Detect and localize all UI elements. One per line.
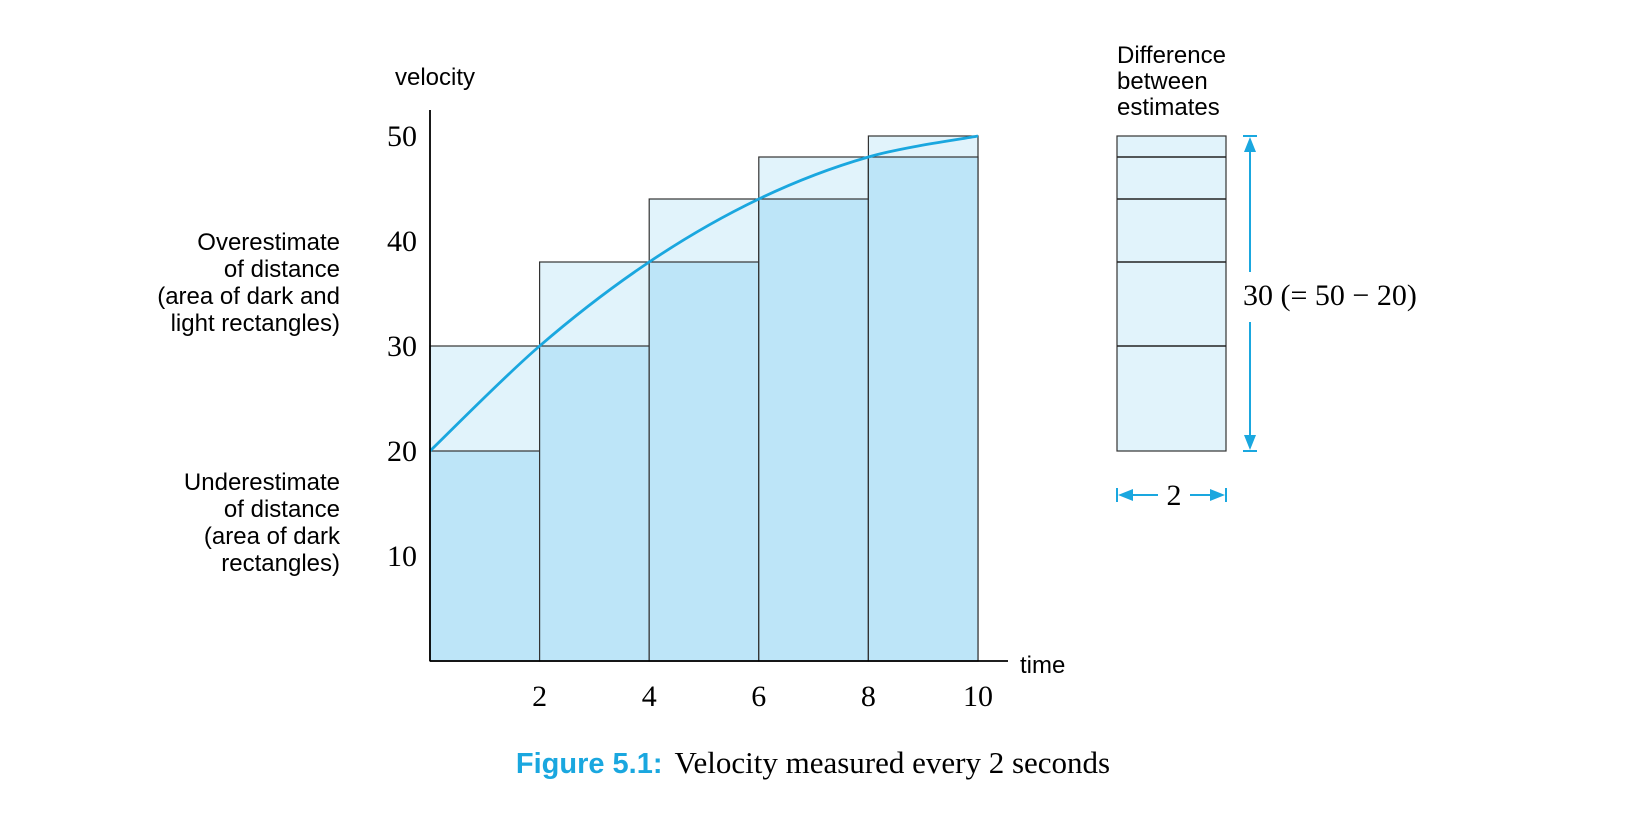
difference-title-line-2: between [1117, 68, 1208, 95]
y-tick-label: 10 [387, 540, 417, 573]
underestimate-rect [538, 345, 650, 662]
interval-width-label: 2 [1167, 479, 1182, 512]
y-axis-label: velocity [395, 64, 475, 91]
interval-width-arrow [1116, 488, 1227, 502]
underestimate-rect [867, 156, 979, 662]
underestimate-annotation: Underestimate of distance (area of dark … [184, 469, 341, 577]
figure-caption-label: Figure 5.1: [516, 748, 663, 780]
overestimate-line-3: (area of dark and [157, 283, 340, 310]
x-tick-label: 8 [861, 680, 876, 713]
difference-title-line-1: Difference [1117, 42, 1226, 69]
difference-value-label: 30 (= 50 − 20) [1243, 279, 1417, 312]
difference-column [1116, 135, 1227, 452]
figure-caption-text: Velocity measured every 2 seconds [675, 745, 1111, 780]
axes [429, 110, 1008, 662]
overestimate-line-4: light rectangles) [171, 310, 340, 337]
x-tick-label: 2 [532, 680, 547, 713]
x-axis-label: time [1020, 652, 1065, 679]
underestimate-rect [758, 198, 869, 662]
arrow-head-left [1118, 489, 1133, 501]
underestimate-line-3: (area of dark [204, 523, 341, 550]
y-tick-label: 20 [387, 435, 417, 468]
difference-title: Difference between estimates [1117, 42, 1226, 121]
difference-rect [1116, 135, 1227, 452]
estimate-rectangles [429, 135, 979, 662]
underestimate-line-4: rectangles) [221, 550, 340, 577]
arrow-head-right [1210, 489, 1225, 501]
underestimate-rect [648, 261, 760, 662]
difference-height-arrow [1243, 135, 1257, 452]
overestimate-line-1: Overestimate [197, 229, 340, 256]
arrow-head-up [1244, 137, 1256, 152]
overestimate-line-2: of distance [224, 256, 340, 283]
x-tick-label: 10 [963, 680, 993, 713]
y-tick-label: 30 [387, 330, 417, 363]
x-tick-label: 6 [751, 680, 766, 713]
underestimate-line-1: Underestimate [184, 469, 340, 496]
underestimate-rect [429, 450, 541, 662]
underestimate-line-2: of distance [224, 496, 340, 523]
y-tick-label: 40 [387, 225, 417, 258]
difference-title-line-3: estimates [1117, 94, 1220, 121]
tick-labels: 10 20 30 40 50 2 4 6 8 10 [387, 120, 993, 713]
velocity-curve [429, 134, 979, 453]
arrow-head-down [1244, 435, 1256, 450]
x-tick-label: 4 [642, 680, 657, 713]
y-tick-label: 50 [387, 120, 417, 153]
overestimate-annotation: Overestimate of distance (area of dark a… [157, 229, 340, 337]
figure-caption: Figure 5.1: Velocity measured every 2 se… [516, 745, 1110, 780]
